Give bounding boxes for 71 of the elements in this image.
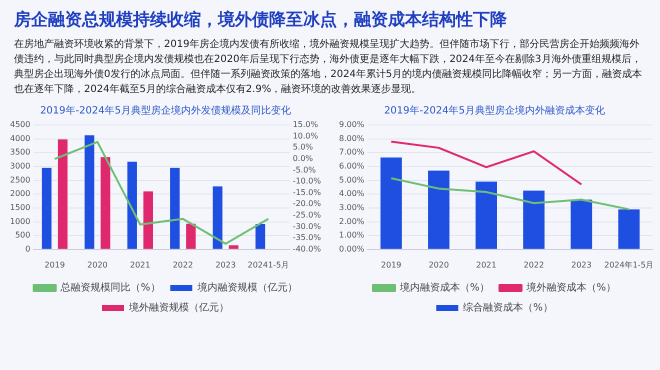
y-tick-label: 3000 (10, 162, 30, 171)
legend-label: 境外融资规模（亿元） (128, 302, 229, 314)
x-tick-label: 2024年1-5月 (604, 260, 654, 270)
x-tick-label: 2019 (381, 260, 402, 270)
y2-tick-label: 15.0% (292, 120, 319, 130)
bar (618, 209, 640, 249)
y-tick-label: 2.00% (338, 216, 365, 226)
y-tick-label: 2500 (10, 175, 30, 184)
bar (523, 190, 545, 249)
bar (186, 224, 196, 249)
bar (476, 182, 497, 249)
text: 在房地产融资环境收紧的背景下，2019年房企境内发债有所收缩，境外融资规模呈现扩大趋势。但伴随市场下行，部分民营房企开始频频海外债违约，与此同时典型房企境内发债规模也在2020年后呈现下行态势，海外债更是逐年大幅下跌，2024年至今在剔除3月海外债重组规模后，典型房企出现海外债0发行的冰点局面。但伴随一系列融资政策的落地，2024年累计5月的境内债融资规模同比降幅收窄；另一方面，融资成本也在逐年下降，2024年截至5月的综合融资成本仅有2.9%，融资环境的改善效果逐步显现。 (14, 38, 644, 97)
x-tick-label: 2019 (44, 260, 65, 270)
y-tick-label: 1500 (10, 203, 30, 212)
x-tick-label: 2023 (215, 260, 236, 270)
y-tick-label: 2000 (10, 189, 30, 198)
x-tick-label: 20241-5月 (248, 260, 290, 270)
bar (570, 200, 592, 249)
y-tick-label: 1.00% (338, 230, 365, 240)
y2-tick-label: 5.0% (292, 142, 314, 152)
bar (127, 162, 137, 249)
y-tick-label: 4.00% (338, 189, 365, 198)
bar (212, 186, 222, 249)
bar (143, 191, 153, 249)
chart-title: 2019年-2024年5月典型房企境内外发债规模及同比变化 (40, 104, 291, 117)
y-tick-label: 5.00% (338, 175, 365, 184)
y-tick-label: 8.00% (338, 134, 365, 143)
y2-tick-label: -25.0% (292, 210, 322, 220)
y2-tick-label: -15.0% (292, 188, 322, 197)
y-tick-label: 7.00% (338, 148, 365, 157)
x-tick-label: 2021 (476, 260, 496, 270)
legend-label: 综合融资成本（%） (463, 302, 553, 314)
y2-tick-label: -20.0% (292, 199, 322, 208)
x-tick-label: 2022 (524, 260, 544, 270)
y-tick-label: 500 (15, 230, 30, 240)
text: 房企融资总规模持续收缩，境外债降至冰点，融资成本结构性下降 (14, 9, 508, 31)
bar (100, 157, 110, 249)
y-tick-label: 9.00% (338, 120, 365, 130)
x-tick-label: 2023 (571, 260, 592, 270)
x-tick-label: 2020 (428, 260, 449, 270)
y-tick-label: 4000 (10, 134, 30, 143)
legend-label: 境外融资成本（%） (526, 282, 616, 294)
bar (428, 170, 450, 249)
y2-tick-label: -30.0% (292, 222, 322, 231)
bar (84, 135, 94, 249)
bar (380, 157, 402, 249)
chart-title: 2019年-2024年5月典型房企境内外融资成本变化 (384, 104, 605, 117)
y-tick-label: 4500 (10, 120, 30, 130)
y2-tick-label: -35.0% (292, 233, 322, 242)
y-tick-label: 0.00% (338, 244, 365, 254)
y2-tick-label: -5.0% (292, 165, 316, 174)
bar (228, 245, 238, 249)
legend-label: 境内融资规模（亿元） (196, 282, 298, 294)
x-tick-label: 2022 (172, 260, 194, 270)
x-tick-label: 2021 (130, 260, 150, 270)
y-tick-label: 0 (25, 244, 30, 254)
y-tick-label: 1000 (10, 216, 30, 226)
y-tick-label: 6.00% (338, 162, 365, 171)
bar (170, 168, 180, 249)
legend-label: 总融资规模同比（%） (60, 282, 160, 294)
y-tick-label: 3.00% (338, 203, 365, 212)
y-tick-label: 3500 (10, 148, 30, 157)
bar (42, 168, 52, 249)
x-tick-label: 2020 (87, 260, 108, 270)
bar (256, 224, 266, 249)
bar (58, 139, 68, 249)
y2-tick-label: 10.0% (292, 131, 319, 140)
y2-tick-label: 0.0% (292, 154, 314, 164)
y2-tick-label: -10.0% (292, 176, 322, 186)
y2-tick-label: -40.0% (292, 244, 322, 254)
legend-label: 境内融资成本（%） (399, 282, 490, 294)
